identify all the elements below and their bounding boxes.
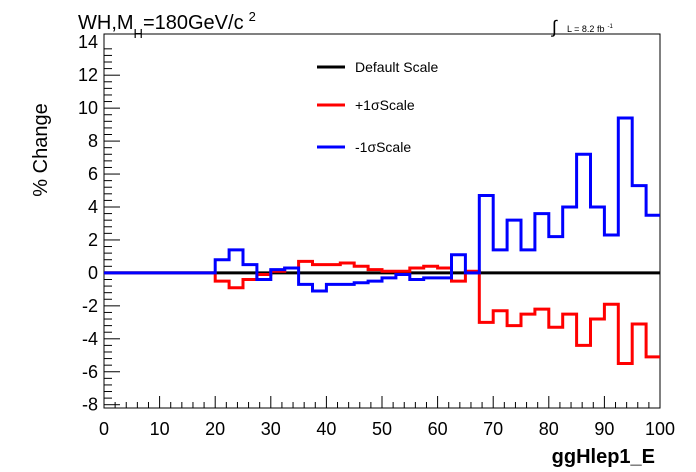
lumi-integral-sign: ∫ — [550, 17, 558, 37]
y-tick-label: 10 — [78, 98, 98, 118]
x-tick-label: 70 — [483, 419, 503, 439]
y-tick-label: 12 — [78, 65, 98, 85]
x-tick-label: 40 — [316, 419, 336, 439]
y-tick-label: 2 — [88, 230, 98, 250]
series-plus-1sigma — [104, 259, 660, 366]
legend: Default Scale +1σScale -1σScale — [317, 59, 438, 155]
lumi-label: L = 8.2 fb -1 — [567, 24, 613, 34]
x-tick-label: 30 — [261, 419, 281, 439]
y-tick-label: 4 — [88, 197, 98, 217]
axes: 0 10 20 30 40 50 60 70 80 90 100 -8 -6 -4 -2 0 2 4 6 8 10 12 1… — [78, 32, 675, 439]
x-tick-label: 50 — [372, 419, 392, 439]
x-axis-title: ggHlep1_E — [552, 446, 655, 468]
x-tick-label: 90 — [594, 419, 614, 439]
y-tick-label: -8 — [82, 395, 98, 415]
x-tick-label: 0 — [99, 419, 109, 439]
y-tick-label: -4 — [82, 329, 98, 349]
chart-title: WH,MH=180GeV/c 2 — [78, 9, 256, 41]
plot-frame — [103, 33, 661, 409]
x-tick-label: 100 — [645, 419, 675, 439]
x-tick-label: 60 — [428, 419, 448, 439]
y-tick-label: -6 — [82, 362, 98, 382]
y-tick-label: 0 — [88, 263, 98, 283]
y-tick-label: 6 — [88, 164, 98, 184]
x-tick-label: 20 — [205, 419, 225, 439]
legend-label-default: Default Scale — [355, 59, 438, 75]
series-layer — [104, 116, 660, 366]
y-tick-label: 14 — [78, 32, 98, 52]
legend-label-plus: +1σScale — [355, 97, 415, 113]
x-tick-label: 10 — [150, 419, 170, 439]
y-tick-label: 8 — [88, 131, 98, 151]
y-axis-title: % Change — [30, 103, 52, 196]
legend-label-minus: -1σScale — [355, 139, 411, 155]
x-tick-label: 80 — [539, 419, 559, 439]
y-tick-label: -2 — [82, 296, 98, 316]
series-minus-1sigma — [104, 116, 660, 293]
